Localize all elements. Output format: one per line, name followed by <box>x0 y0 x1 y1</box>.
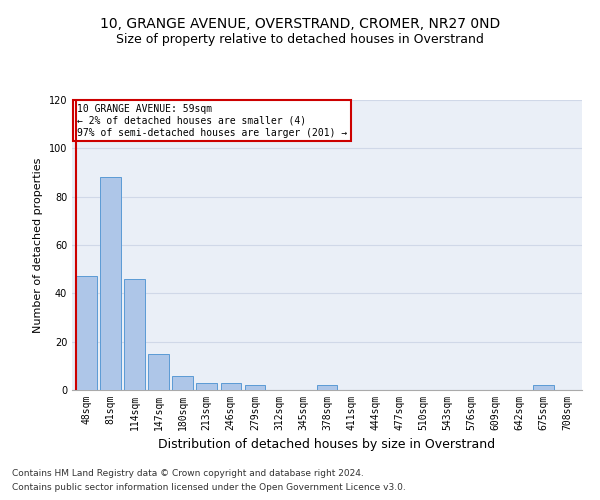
Text: Contains public sector information licensed under the Open Government Licence v3: Contains public sector information licen… <box>12 484 406 492</box>
Bar <box>100 178 121 390</box>
Y-axis label: Number of detached properties: Number of detached properties <box>33 158 43 332</box>
Bar <box>124 279 145 390</box>
Bar <box>221 383 241 390</box>
Bar <box>317 385 337 390</box>
Text: Size of property relative to detached houses in Overstrand: Size of property relative to detached ho… <box>116 32 484 46</box>
Bar <box>76 276 97 390</box>
Bar <box>196 383 217 390</box>
Bar <box>148 354 169 390</box>
Text: Contains HM Land Registry data © Crown copyright and database right 2024.: Contains HM Land Registry data © Crown c… <box>12 468 364 477</box>
Bar <box>245 385 265 390</box>
Text: 10 GRANGE AVENUE: 59sqm
← 2% of detached houses are smaller (4)
97% of semi-deta: 10 GRANGE AVENUE: 59sqm ← 2% of detached… <box>77 104 347 138</box>
Text: 10, GRANGE AVENUE, OVERSTRAND, CROMER, NR27 0ND: 10, GRANGE AVENUE, OVERSTRAND, CROMER, N… <box>100 18 500 32</box>
Bar <box>533 385 554 390</box>
Bar <box>172 376 193 390</box>
X-axis label: Distribution of detached houses by size in Overstrand: Distribution of detached houses by size … <box>158 438 496 452</box>
